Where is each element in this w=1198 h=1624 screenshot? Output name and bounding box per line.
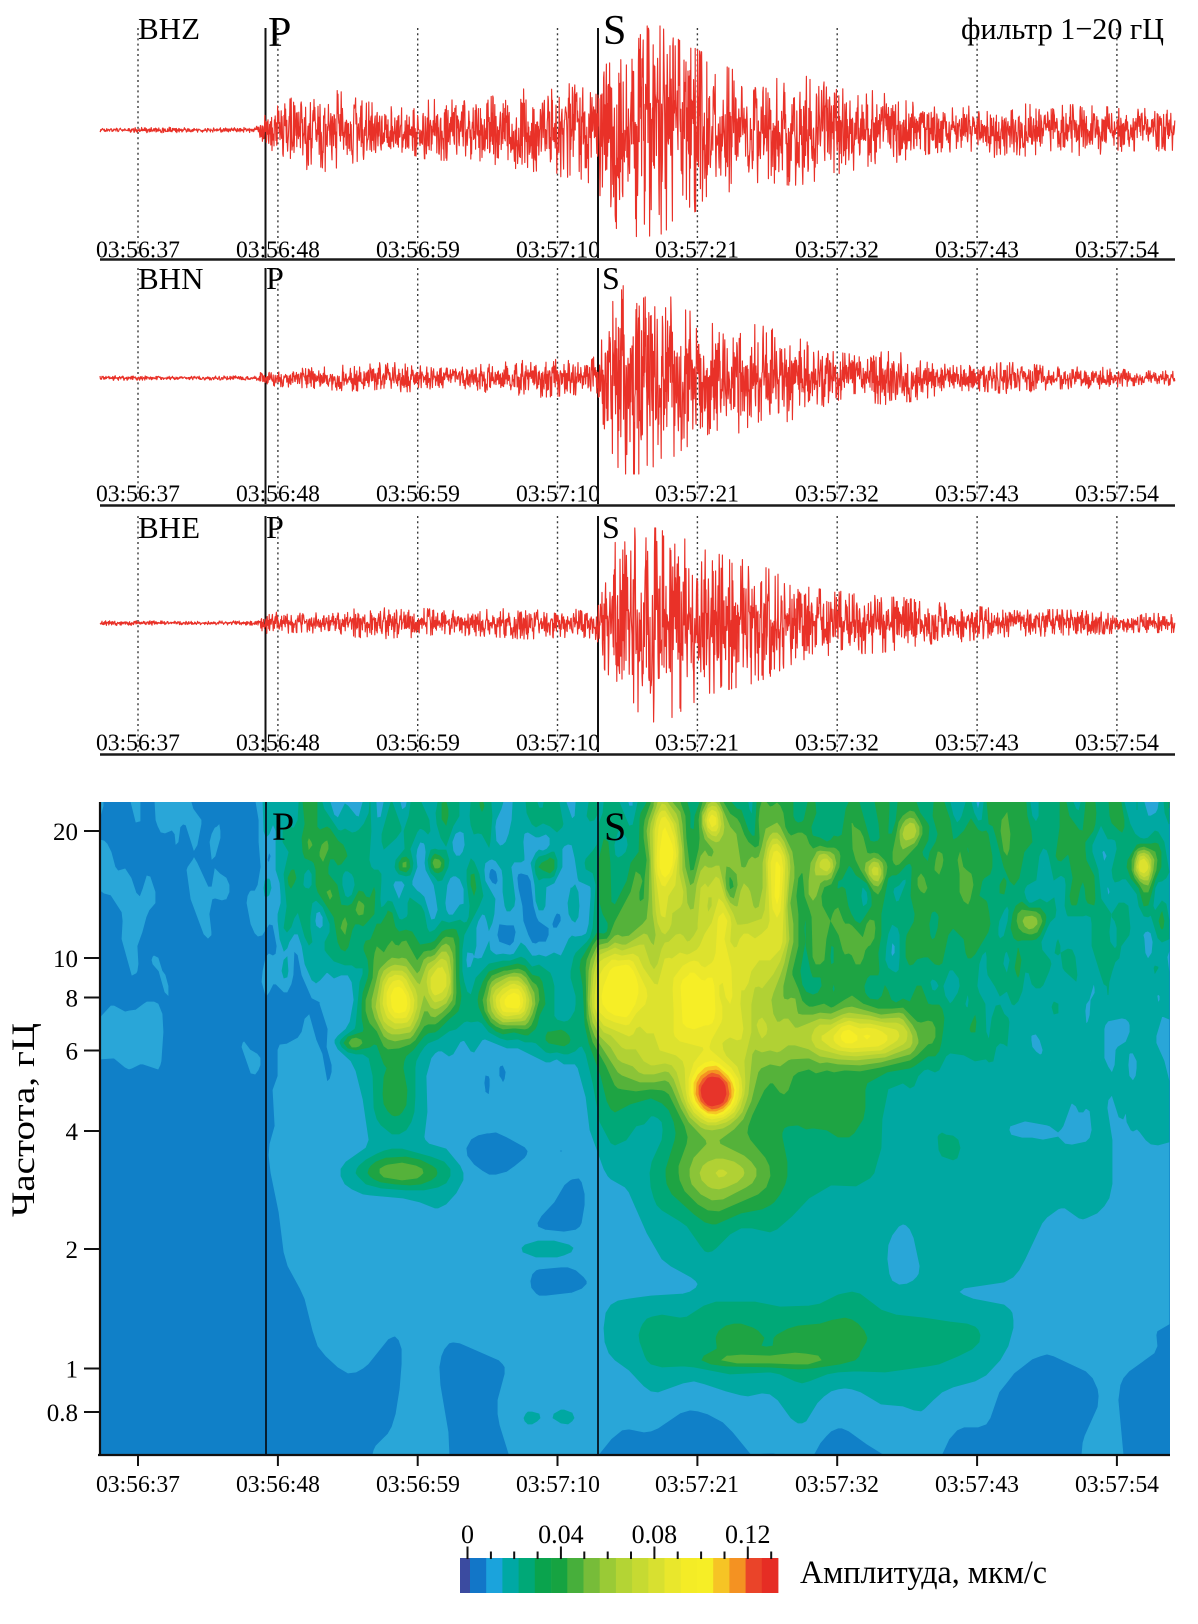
svg-text:03:56:59: 03:56:59 (376, 237, 460, 264)
svg-text:03:56:59: 03:56:59 (376, 481, 460, 508)
svg-text:S: S (603, 8, 626, 54)
svg-text:03:57:21: 03:57:21 (655, 1471, 739, 1498)
svg-text:P: P (268, 10, 291, 56)
svg-text:BHN: BHN (138, 261, 203, 296)
svg-text:03:56:48: 03:56:48 (236, 237, 320, 264)
svg-text:03:57:21: 03:57:21 (655, 237, 739, 264)
svg-text:1: 1 (66, 1357, 79, 1384)
svg-text:03:57:54: 03:57:54 (1075, 730, 1159, 757)
svg-text:BHE: BHE (138, 510, 200, 545)
svg-text:0.04: 0.04 (538, 1520, 584, 1549)
svg-text:0.8: 0.8 (47, 1400, 78, 1427)
svg-text:0.12: 0.12 (725, 1520, 771, 1549)
svg-text:Частота, гЦ: Частота, гЦ (6, 1023, 42, 1217)
svg-text:03:56:37: 03:56:37 (96, 237, 180, 264)
svg-text:10: 10 (53, 946, 78, 973)
svg-text:03:56:37: 03:56:37 (96, 1471, 180, 1498)
svg-text:03:57:43: 03:57:43 (935, 730, 1019, 757)
svg-text:03:57:10: 03:57:10 (516, 1471, 600, 1498)
svg-text:03:57:21: 03:57:21 (655, 481, 739, 508)
svg-text:03:57:43: 03:57:43 (935, 237, 1019, 264)
svg-text:P: P (272, 804, 294, 849)
svg-text:03:57:43: 03:57:43 (935, 1471, 1019, 1498)
svg-text:03:57:21: 03:57:21 (655, 730, 739, 757)
svg-text:4: 4 (66, 1119, 79, 1146)
svg-text:03:56:59: 03:56:59 (376, 730, 460, 757)
svg-text:P: P (266, 260, 284, 296)
svg-text:03:56:48: 03:56:48 (236, 730, 320, 757)
svg-text:S: S (602, 260, 620, 296)
svg-text:S: S (602, 509, 620, 545)
svg-text:8: 8 (66, 986, 79, 1013)
svg-text:03:56:48: 03:56:48 (236, 481, 320, 508)
svg-text:BHZ: BHZ (138, 11, 200, 46)
svg-text:0: 0 (461, 1520, 474, 1549)
svg-text:03:57:10: 03:57:10 (516, 481, 600, 508)
svg-text:03:56:37: 03:56:37 (96, 730, 180, 757)
svg-text:03:56:37: 03:56:37 (96, 481, 180, 508)
svg-text:фильтр 1−20 гЦ: фильтр 1−20 гЦ (961, 11, 1164, 46)
svg-text:03:57:32: 03:57:32 (795, 1471, 879, 1498)
svg-text:03:57:32: 03:57:32 (795, 481, 879, 508)
svg-text:03:56:48: 03:56:48 (236, 1471, 320, 1498)
svg-text:Амплитуда, мкм/с: Амплитуда, мкм/с (800, 1555, 1047, 1591)
svg-text:03:56:59: 03:56:59 (376, 1471, 460, 1498)
svg-text:03:57:54: 03:57:54 (1075, 481, 1159, 508)
svg-text:P: P (266, 509, 284, 545)
svg-text:2: 2 (66, 1237, 79, 1264)
svg-text:03:57:54: 03:57:54 (1075, 1471, 1159, 1498)
svg-text:6: 6 (66, 1039, 79, 1066)
svg-text:03:57:54: 03:57:54 (1075, 237, 1159, 264)
svg-text:20: 20 (53, 819, 78, 846)
svg-text:03:57:32: 03:57:32 (795, 237, 879, 264)
svg-text:03:57:10: 03:57:10 (516, 237, 600, 264)
svg-text:03:57:43: 03:57:43 (935, 481, 1019, 508)
svg-text:S: S (604, 804, 626, 849)
svg-text:03:57:32: 03:57:32 (795, 730, 879, 757)
svg-text:03:57:10: 03:57:10 (516, 730, 600, 757)
svg-text:0.08: 0.08 (632, 1520, 678, 1549)
